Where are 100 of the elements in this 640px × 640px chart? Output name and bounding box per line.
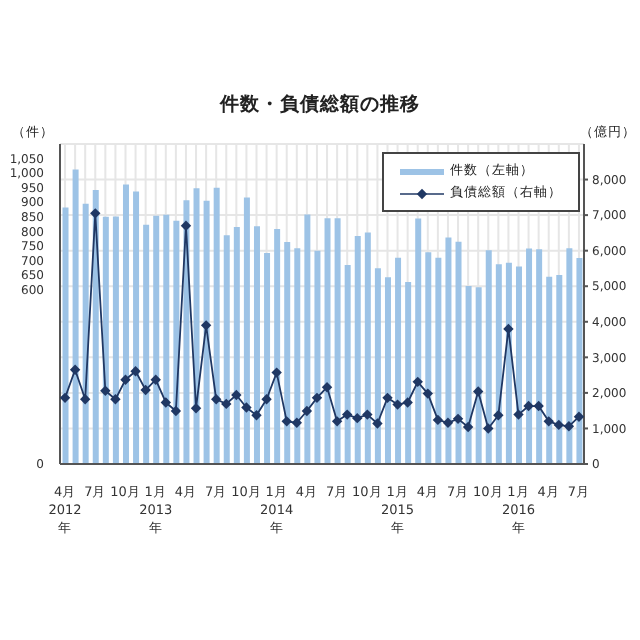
- bar: [112, 216, 119, 464]
- bar: [173, 220, 180, 464]
- bar: [485, 250, 492, 464]
- bar: [72, 169, 79, 464]
- bar: [264, 253, 271, 464]
- bar: [415, 218, 422, 464]
- point: [301, 405, 313, 417]
- bar: [435, 257, 442, 464]
- point: [372, 418, 383, 429]
- bar: [122, 184, 129, 464]
- bar: [566, 248, 573, 464]
- bar: [505, 262, 512, 464]
- bar: [445, 237, 452, 464]
- point: [231, 389, 242, 401]
- point: [533, 400, 544, 412]
- point: [210, 394, 222, 405]
- bar: [576, 258, 583, 464]
- bar: [405, 281, 412, 464]
- point: [493, 410, 504, 421]
- point: [251, 410, 262, 421]
- bar: [536, 249, 543, 464]
- bar: [515, 266, 522, 464]
- point: [241, 402, 252, 413]
- bar: [163, 214, 170, 464]
- point: [442, 417, 454, 428]
- bar: [324, 218, 331, 464]
- point: [432, 414, 444, 426]
- bar: [153, 215, 160, 464]
- bar: [294, 248, 301, 464]
- bar: [526, 248, 533, 464]
- bar: [62, 207, 69, 464]
- point: [352, 412, 363, 424]
- bar: [344, 265, 351, 464]
- point: [321, 382, 333, 393]
- point: [382, 392, 393, 404]
- point: [59, 392, 71, 404]
- point: [160, 397, 172, 408]
- bar: [475, 287, 482, 464]
- bar: [233, 226, 240, 464]
- point: [523, 400, 534, 412]
- point: [311, 392, 323, 404]
- point: [79, 394, 91, 405]
- bar: [364, 232, 371, 464]
- chart-title: 件数・負債総額の推移: [217, 92, 422, 118]
- point: [462, 421, 474, 433]
- bar: [334, 218, 341, 464]
- bar: [495, 264, 502, 464]
- bar: [314, 250, 321, 464]
- bar: [243, 197, 250, 464]
- point: [180, 220, 192, 231]
- bar: [374, 268, 381, 464]
- point: [412, 376, 423, 388]
- bar: [223, 235, 230, 464]
- point: [563, 421, 575, 432]
- bar: [203, 200, 210, 464]
- point: [170, 405, 182, 417]
- point: [452, 413, 464, 425]
- point: [513, 409, 524, 420]
- point: [221, 398, 232, 410]
- bar: [384, 277, 391, 464]
- point: [392, 399, 403, 410]
- point: [422, 388, 434, 399]
- point: [341, 409, 353, 420]
- bar: [465, 285, 472, 464]
- point: [90, 208, 101, 219]
- point: [573, 411, 585, 422]
- point: [291, 417, 303, 428]
- point: [110, 394, 121, 405]
- point: [553, 419, 565, 431]
- bar: [133, 191, 140, 464]
- point: [69, 364, 81, 375]
- bar: [193, 188, 200, 464]
- bar: [253, 226, 260, 464]
- point: [331, 416, 343, 427]
- bar: [395, 257, 402, 464]
- bar: [213, 187, 220, 464]
- bar: [304, 214, 311, 464]
- point: [362, 409, 373, 420]
- point: [543, 416, 554, 427]
- bar: [556, 274, 563, 464]
- point: [402, 397, 413, 408]
- bar: [274, 228, 281, 464]
- bar: [546, 276, 553, 464]
- point: [130, 366, 141, 377]
- bar: [143, 224, 150, 464]
- point: [150, 374, 161, 385]
- point: [100, 385, 111, 396]
- point: [200, 320, 212, 331]
- bar: [425, 252, 432, 464]
- point: [483, 423, 494, 434]
- bar: [455, 241, 462, 464]
- bar: [354, 235, 361, 464]
- bar: [102, 216, 109, 464]
- point: [140, 384, 151, 396]
- point: [120, 374, 131, 385]
- point: [472, 386, 484, 397]
- point: [261, 394, 272, 405]
- bar: [284, 242, 291, 464]
- point: [271, 367, 282, 378]
- point: [281, 416, 292, 427]
